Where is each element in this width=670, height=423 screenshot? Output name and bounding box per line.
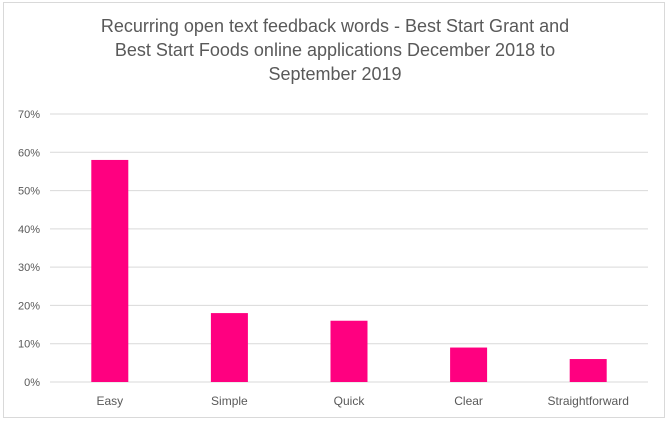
bar-straightforward xyxy=(569,359,607,382)
y-tick-label: 0% xyxy=(24,377,40,389)
y-tick-label: 30% xyxy=(18,262,40,274)
bar-clear xyxy=(450,347,488,382)
chart-title-line-2: Best Start Foods online applications Dec… xyxy=(114,40,556,60)
y-tick-label: 20% xyxy=(18,300,40,312)
x-category-label: Quick xyxy=(334,394,366,408)
y-tick-label: 10% xyxy=(18,339,40,351)
bar-quick xyxy=(330,320,368,382)
chart-title-line-1: Recurring open text feedback words - Bes… xyxy=(100,16,570,36)
bars xyxy=(91,159,607,382)
y-axis-tick-labels: 0% 10% 20% 30% 40% 50% 60% 70% xyxy=(18,109,40,389)
x-category-label: Simple xyxy=(211,394,248,408)
x-category-label: Easy xyxy=(96,394,123,408)
x-category-label: Straightforward xyxy=(548,394,629,408)
y-tick-label: 60% xyxy=(18,147,40,159)
y-tick-label: 50% xyxy=(18,186,40,198)
y-tick-label: 40% xyxy=(18,224,40,236)
y-tick-label: 70% xyxy=(18,109,40,121)
x-axis-category-labels: Easy Simple Quick Clear Straightforward xyxy=(96,394,628,408)
x-category-label: Clear xyxy=(454,394,483,408)
chart-title-line-3: September 2019 xyxy=(268,64,402,84)
bar-easy xyxy=(91,159,129,382)
chart-title: Recurring open text feedback words - Bes… xyxy=(0,14,670,86)
bar-simple xyxy=(210,313,248,382)
